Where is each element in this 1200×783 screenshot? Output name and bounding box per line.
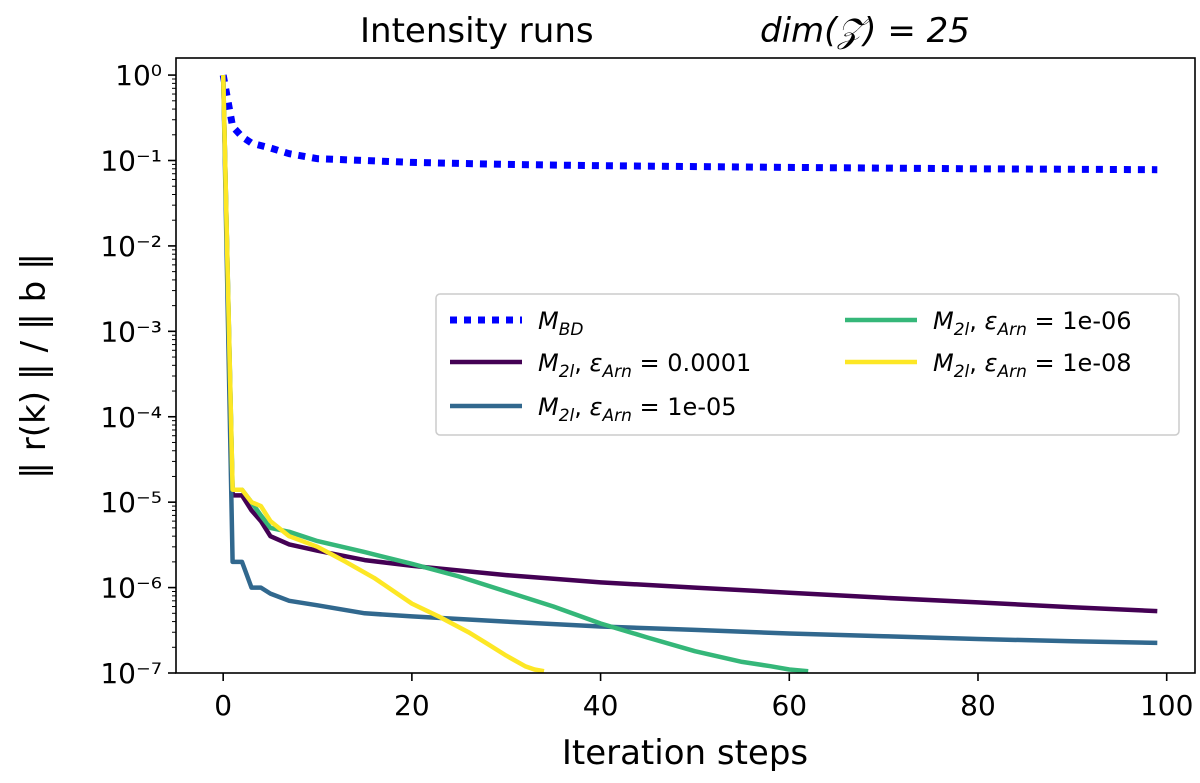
y-tick-label: 10⁻⁴ [100, 401, 162, 434]
series-line [219, 74, 1158, 174]
y-tick-label: 10⁻¹ [100, 145, 162, 178]
y-axis-label: ‖ r(k) ‖ / ‖ b ‖ [14, 253, 54, 479]
y-tick-label: 10⁻² [100, 230, 162, 263]
chart-title-right: dim(𝒵) = 25 [760, 11, 970, 51]
y-tick-label: 10⁻⁶ [100, 572, 162, 605]
y-tick-label: 10⁻⁵ [100, 486, 162, 519]
x-axis-ticks: 0 20 40 60 80 100 [214, 673, 1193, 722]
series-line [220, 75, 545, 673]
x-tick-label: 60 [771, 689, 807, 722]
x-tick-label: 0 [214, 689, 232, 722]
legend-items: MBD M2l, εArn = 0.0001 M2l, εArn = 1e-05 M2… [450, 307, 1132, 426]
x-tick-label: 40 [583, 689, 619, 722]
x-axis-label: Iteration steps [562, 733, 808, 773]
y-tick-label: 10⁻³ [100, 315, 162, 348]
y-tick-label: 10⁻⁷ [100, 657, 162, 690]
legend-label: MBD [538, 307, 583, 340]
y-axis-ticks: 10⁰ 10⁻¹ 10⁻² 10⁻³ 10⁻⁴ 10⁻⁵ 10⁻⁶ 10⁻⁷ [100, 59, 176, 690]
legend: MBD M2l, εArn = 0.0001 M2l, εArn = 1e-05 M2… [435, 293, 1180, 436]
x-tick-label: 80 [960, 689, 996, 722]
legend-label: M2l, εArn = 0.0001 [538, 349, 751, 382]
x-tick-label: 20 [394, 689, 430, 722]
y-tick-label: 10⁰ [115, 59, 162, 92]
legend-label: M2l, εArn = 1e-06 [933, 307, 1132, 340]
legend-box [435, 293, 1180, 436]
series-line [220, 75, 1158, 646]
chart-title-left: Intensity runs [360, 11, 594, 51]
x-tick-label: 100 [1140, 689, 1193, 722]
series-line [220, 75, 1158, 614]
legend-label: M2l, εArn = 1e-08 [933, 349, 1132, 382]
legend-label: M2l, εArn = 1e-05 [538, 393, 737, 426]
series-group [219, 74, 1158, 673]
